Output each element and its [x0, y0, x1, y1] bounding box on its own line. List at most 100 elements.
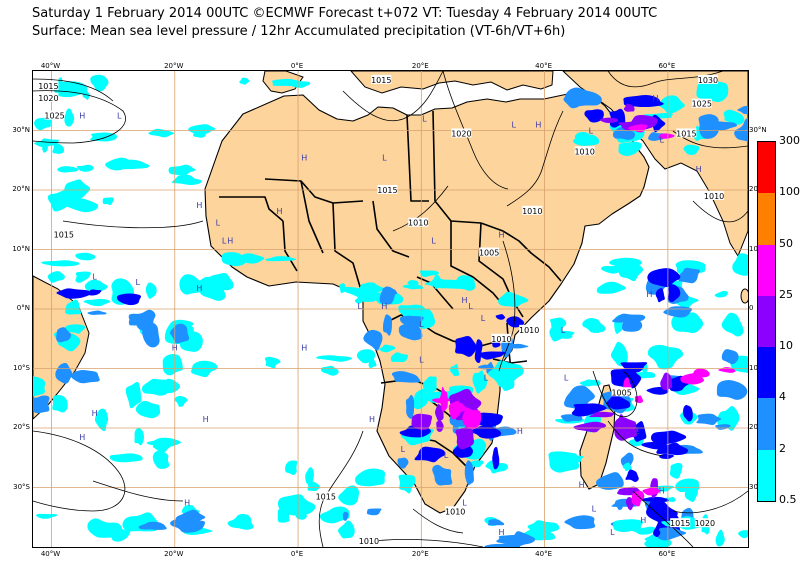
pressure-center-25: L: [419, 356, 424, 365]
legend-label-0.5: 0.5: [779, 493, 797, 506]
pressure-center-26: L: [468, 302, 473, 311]
precip-136: [623, 103, 635, 112]
border-8: [450, 221, 504, 306]
precip-207: [614, 416, 638, 441]
precip-125: [737, 105, 748, 115]
lat-label-left--10: 10°S: [13, 363, 30, 372]
isobar-15: [318, 430, 364, 547]
precip-20: [76, 164, 94, 172]
precip-323: [419, 270, 439, 277]
pressure-label-1: 1020: [38, 94, 58, 103]
precip-84: [109, 453, 143, 463]
precip-104: [305, 467, 314, 486]
precip-53: [128, 309, 156, 331]
lon-label-bottom-40: 40°E: [535, 550, 553, 558]
lat-label-left-20: 20°N: [12, 185, 30, 193]
lon-label-bottom--40: 40°W: [40, 550, 61, 558]
pressure-label-bg-21: [670, 518, 691, 528]
pressure-center-17: L: [92, 272, 97, 281]
lon-label-top-60: 60°E: [658, 62, 676, 70]
precip-39: [41, 260, 80, 267]
precip-68: [390, 352, 409, 363]
legend-swatch-10: [758, 295, 775, 348]
isobar-11: [592, 370, 638, 418]
precip-263: [382, 314, 392, 336]
precip-67: [320, 365, 339, 376]
precip-162: [655, 288, 665, 303]
pressure-center-50: H: [498, 528, 504, 537]
pressure-center-37: L: [635, 427, 640, 436]
precip-148: [721, 312, 744, 337]
precip-304: [469, 425, 502, 439]
pressure-center-20: H: [498, 231, 504, 240]
isobar-14: [92, 480, 184, 502]
legend-swatch-2: [758, 398, 775, 450]
precip-140: [658, 133, 675, 139]
precip-114: [683, 144, 700, 155]
precip-192: [696, 413, 722, 425]
pressure-label-10: 1010: [408, 219, 428, 228]
isobar-1: [33, 78, 114, 102]
lat-label-right--20: 20: [749, 423, 758, 431]
legend-swatch-4: [758, 347, 775, 399]
precip-318: [432, 397, 450, 404]
pressure-center-39: H: [79, 433, 85, 442]
precip-214: [659, 453, 674, 460]
precip-56: [56, 327, 72, 343]
precip-19: [105, 157, 130, 171]
lat-label-right--10: 10: [749, 363, 758, 372]
precip-32: [84, 279, 108, 293]
isobar-3: [342, 71, 444, 121]
pressure-center-31: H: [646, 290, 652, 299]
pressure-label-bg-0: [38, 80, 59, 90]
precip-60: [56, 288, 93, 299]
pressure-center-32: L: [564, 373, 569, 382]
precip-70: [356, 349, 376, 364]
isobar-18: [672, 490, 748, 514]
pressure-center-2: H: [301, 153, 307, 162]
pressure-center-44: H: [579, 481, 585, 490]
land-sri-lanka: [740, 288, 748, 304]
map-frame: 1015 1020 1025 1015 1020 1030 1025 1015 1010 1015…: [32, 70, 749, 548]
pressure-label-bg-17: [611, 387, 632, 397]
precip-269: [435, 283, 471, 289]
precip-189: [620, 452, 634, 468]
lon-label-bottom-0: 0°E: [290, 550, 304, 558]
precip-22: [47, 189, 80, 212]
precip-211: [634, 395, 644, 404]
precip-76: [135, 400, 161, 419]
precip-301: [414, 446, 446, 463]
precip-257: [379, 344, 396, 353]
pressure-label-bg-7: [676, 128, 697, 138]
precip-66: [264, 356, 281, 369]
pressure-center-41: H: [203, 415, 209, 424]
precip-73: [125, 381, 142, 409]
precip-293: [397, 457, 409, 469]
precip-72: [174, 395, 188, 407]
precip-248: [738, 530, 748, 539]
precip-129: [563, 89, 582, 109]
pressure-label-15: 1010: [519, 326, 539, 335]
isobar-2: [62, 220, 204, 229]
precip-106: [307, 481, 321, 492]
precip-108: [138, 521, 167, 530]
legend-label-4: 4: [779, 390, 786, 404]
precip-legend: [757, 141, 776, 502]
pressure-label-16: 1010: [491, 335, 511, 344]
weather-map[interactable]: 1015 1020 1025 1015 1020 1030 1025 1015 1010 1015…: [33, 71, 748, 547]
precip-313: [455, 426, 474, 450]
precip-31: [265, 256, 297, 262]
precip-48: [83, 298, 111, 307]
pressure-labels: 1015 1020 1025 1015 1020 1030 1025 1015 1010 1015…: [38, 74, 724, 546]
border-16: [282, 220, 298, 272]
precip-36: [75, 252, 96, 261]
pressure-center-48: L: [610, 528, 615, 537]
precip-299: [405, 394, 415, 419]
lat-label-right-10: 10: [749, 244, 758, 253]
pressure-label-2: 1025: [44, 112, 64, 121]
pressure-label-4: 1020: [451, 129, 471, 138]
precip-14: [89, 132, 118, 142]
border-14: [492, 358, 528, 364]
precip-245: [527, 520, 560, 533]
precip-44: [65, 299, 82, 315]
